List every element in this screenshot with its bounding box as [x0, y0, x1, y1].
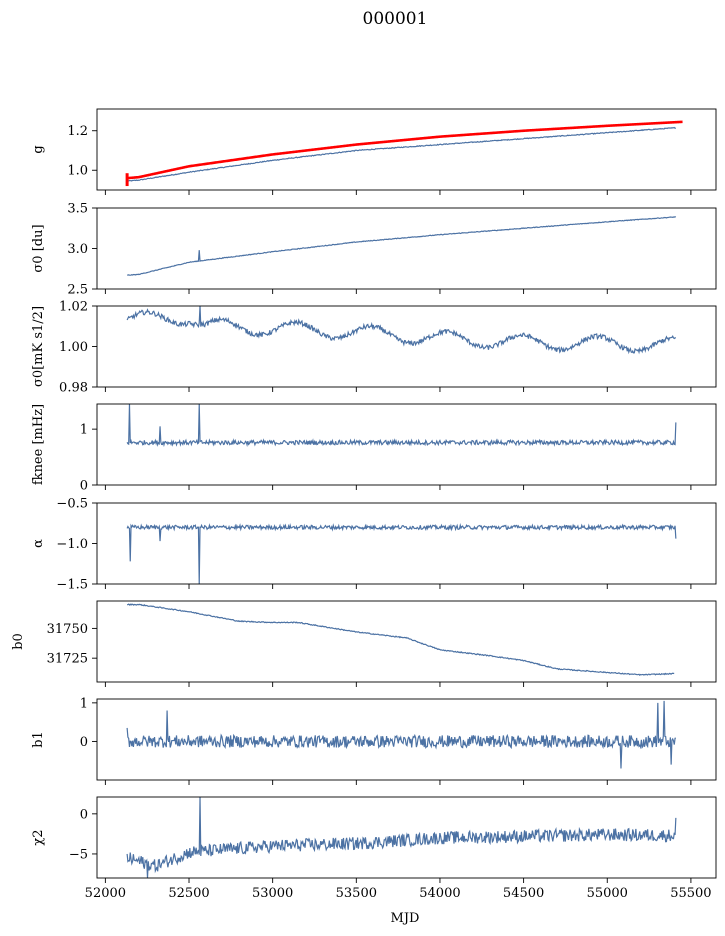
y-axis-label-sigma0_du: σ0 [du] — [31, 224, 46, 272]
panel-fknee: 0 1 fknee [mHz] — [31, 403, 717, 494]
panel-chi2: −5 0 52000 52500 53000 53500 54000 54500 55000 55… — [31, 796, 717, 901]
x-axis-label: MJD — [391, 911, 420, 926]
series-fknee — [126, 404, 677, 448]
series-chi2 — [126, 797, 677, 878]
panel-frame — [96, 403, 717, 486]
series-sigma0-mK — [126, 306, 676, 355]
panel-frame — [96, 305, 717, 388]
panel-alpha: −1.5 −1.0 −0.5 α — [31, 497, 717, 593]
y-tick-label: 1.2 — [67, 124, 88, 139]
x-tick-label: 55500 — [670, 886, 711, 901]
panel-sigma0_mk: 0.98 1.00 1.02 σ0[mK s1/2] — [31, 300, 717, 396]
series-g — [126, 126, 676, 182]
x-tick-label: 53500 — [336, 886, 377, 901]
x-tick-label: 52500 — [168, 886, 209, 901]
panels-group: 1.0 1.2 g 2.5 3.0 3.5 σ0 [du] 0.98 1.00 1.02 σ0[mK… — [11, 108, 717, 901]
series-g-fit — [126, 120, 683, 180]
x-tick-label: 54500 — [503, 886, 544, 901]
panel-frame — [96, 108, 717, 191]
y-tick-label: 2.5 — [67, 283, 88, 298]
y-tick-label: −1.5 — [56, 578, 88, 593]
y-axis-label-sigma0_mk: σ0[mK s1/2] — [31, 306, 46, 387]
y-axis-label-chi2: χ2 — [31, 829, 46, 845]
panel-frame — [96, 600, 717, 683]
panel-g: 1.0 1.2 g — [31, 108, 717, 195]
y-tick-label: 0 — [80, 735, 88, 750]
x-tick-label: 55000 — [587, 886, 628, 901]
y-axis-label-b0: b0 — [11, 633, 26, 650]
y-tick-label: 1.00 — [59, 340, 88, 355]
y-tick-label: −1.0 — [56, 537, 88, 552]
panel-b0: 31725 31750 b0 — [11, 600, 717, 687]
series-b1 — [126, 700, 676, 769]
y-axis-label-g: g — [31, 145, 46, 153]
y-axis-label-b1: b1 — [31, 731, 46, 748]
y-tick-label: −0.5 — [56, 497, 88, 512]
series-alpha — [126, 523, 677, 584]
panel-b1: 0 1 b1 — [31, 696, 717, 785]
panel-frame — [96, 207, 717, 290]
x-tick-label: 54000 — [419, 886, 460, 901]
y-tick-label: 1.02 — [59, 300, 88, 315]
y-tick-label: 3.0 — [67, 242, 88, 257]
y-tick-label: 1.0 — [67, 164, 88, 179]
panel-frame — [96, 698, 717, 781]
y-tick-label: 31750 — [47, 622, 88, 637]
figure-title: 000001 — [363, 9, 428, 29]
y-axis-label-alpha: α — [31, 539, 46, 548]
panel-sigma0_du: 2.5 3.0 3.5 σ0 [du] — [31, 202, 717, 298]
y-tick-label: −5 — [69, 847, 88, 862]
series-sigma0-du — [127, 216, 677, 276]
panel-frame — [96, 796, 717, 879]
y-tick-label: 1 — [80, 696, 88, 711]
y-tick-label: 0 — [80, 807, 88, 822]
y-tick-label: 3.5 — [67, 202, 88, 217]
series-b0 — [126, 603, 675, 677]
x-tick-label: 52000 — [85, 886, 126, 901]
y-tick-label: 31725 — [47, 652, 88, 667]
y-axis-label-fknee: fknee [mHz] — [31, 404, 46, 485]
x-tick-label: 53000 — [252, 886, 293, 901]
y-tick-label: 0 — [80, 479, 88, 494]
y-tick-label: 0.98 — [59, 381, 88, 396]
panel-frame — [96, 502, 717, 585]
y-tick-label: 1 — [80, 423, 88, 438]
